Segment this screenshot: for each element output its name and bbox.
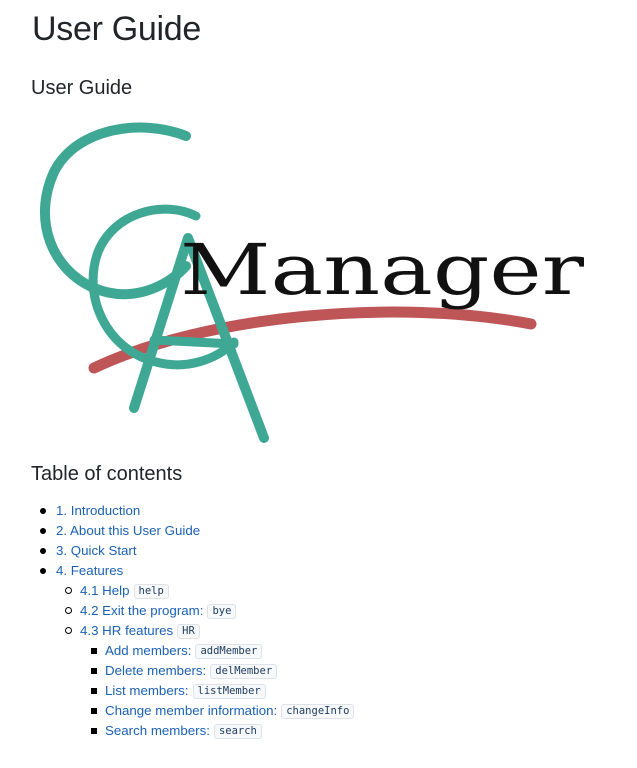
toc-item-exit: 4.2 Exit the program: bye (40, 601, 630, 621)
command-code-delmember: delMember (210, 664, 278, 679)
command-code-help: help (133, 584, 169, 599)
toc-item-about: 2. About this User Guide (40, 521, 630, 541)
logo-letter-c-outer (40, 122, 191, 300)
viewport-bottom-edge (0, 742, 637, 768)
toc-item-add-members: Add members: addMember (40, 641, 630, 661)
logo-letter-a (129, 233, 269, 443)
bullet-square (91, 688, 97, 694)
toc-item-change-info: Change member information: changeInfo (40, 701, 630, 721)
logo-letter-c-inner (88, 204, 239, 370)
command-code-changeinfo: changeInfo (281, 704, 355, 719)
bullet-square (91, 668, 97, 674)
bullet-square (91, 648, 97, 654)
toc-item-list-members: List members: listMember (40, 681, 630, 701)
toc-link-help[interactable]: 4.1 Help (80, 583, 130, 598)
logo-letter-a-bar (149, 335, 239, 349)
bullet-disc (40, 548, 46, 554)
logo-wordmark: Manager (180, 229, 585, 311)
logo-swoosh (88, 306, 537, 374)
page-subtitle: User Guide (31, 77, 133, 99)
toc-item-features: 4. Features (40, 561, 630, 581)
toc-link-hr-features[interactable]: 4.3 HR features (80, 623, 174, 638)
command-code-bye: bye (207, 604, 237, 619)
toc-link-introduction[interactable]: 1. Introduction (56, 503, 141, 518)
toc-link-features[interactable]: 4. Features (56, 563, 124, 578)
toc-link-exit[interactable]: 4.2 Exit the program: (80, 603, 204, 618)
page-title: User Guide (32, 10, 201, 48)
bullet-circle (65, 607, 72, 614)
bullet-square (91, 728, 97, 734)
toc-link-change-info[interactable]: Change member information: (105, 703, 278, 718)
command-code-hr: HR (177, 624, 200, 639)
toc-link-search-members[interactable]: Search members: (105, 723, 210, 738)
command-code-addmember: addMember (195, 644, 263, 659)
cca-manager-logo: Manager (40, 122, 585, 443)
toc-heading: Table of contents (31, 463, 183, 485)
command-code-listmember: listMember (192, 684, 266, 699)
toc-link-add-members[interactable]: Add members: (105, 643, 192, 658)
toc-item-delete-members: Delete members: delMember (40, 661, 630, 681)
toc-item-help: 4.1 Help help (40, 581, 630, 601)
toc-link-list-members[interactable]: List members: (105, 683, 189, 698)
toc-item-quick-start: 3. Quick Start (40, 541, 630, 561)
bullet-square (91, 708, 97, 714)
bullet-circle (65, 587, 72, 594)
toc-item-hr-features: 4.3 HR features HR (40, 621, 630, 641)
toc-item-search-members: Search members: search (40, 721, 630, 741)
toc-link-quick-start[interactable]: 3. Quick Start (56, 543, 137, 558)
command-code-search: search (213, 724, 262, 739)
toc-link-delete-members[interactable]: Delete members: (105, 663, 207, 678)
bullet-disc (40, 508, 46, 514)
bullet-disc (40, 568, 46, 574)
toc-link-about[interactable]: 2. About this User Guide (56, 523, 201, 538)
toc-item-introduction: 1. Introduction (40, 501, 630, 521)
table-of-contents: 1. Introduction 2. About this User Guide… (40, 501, 630, 741)
bullet-circle (65, 627, 72, 634)
bullet-disc (40, 528, 46, 534)
